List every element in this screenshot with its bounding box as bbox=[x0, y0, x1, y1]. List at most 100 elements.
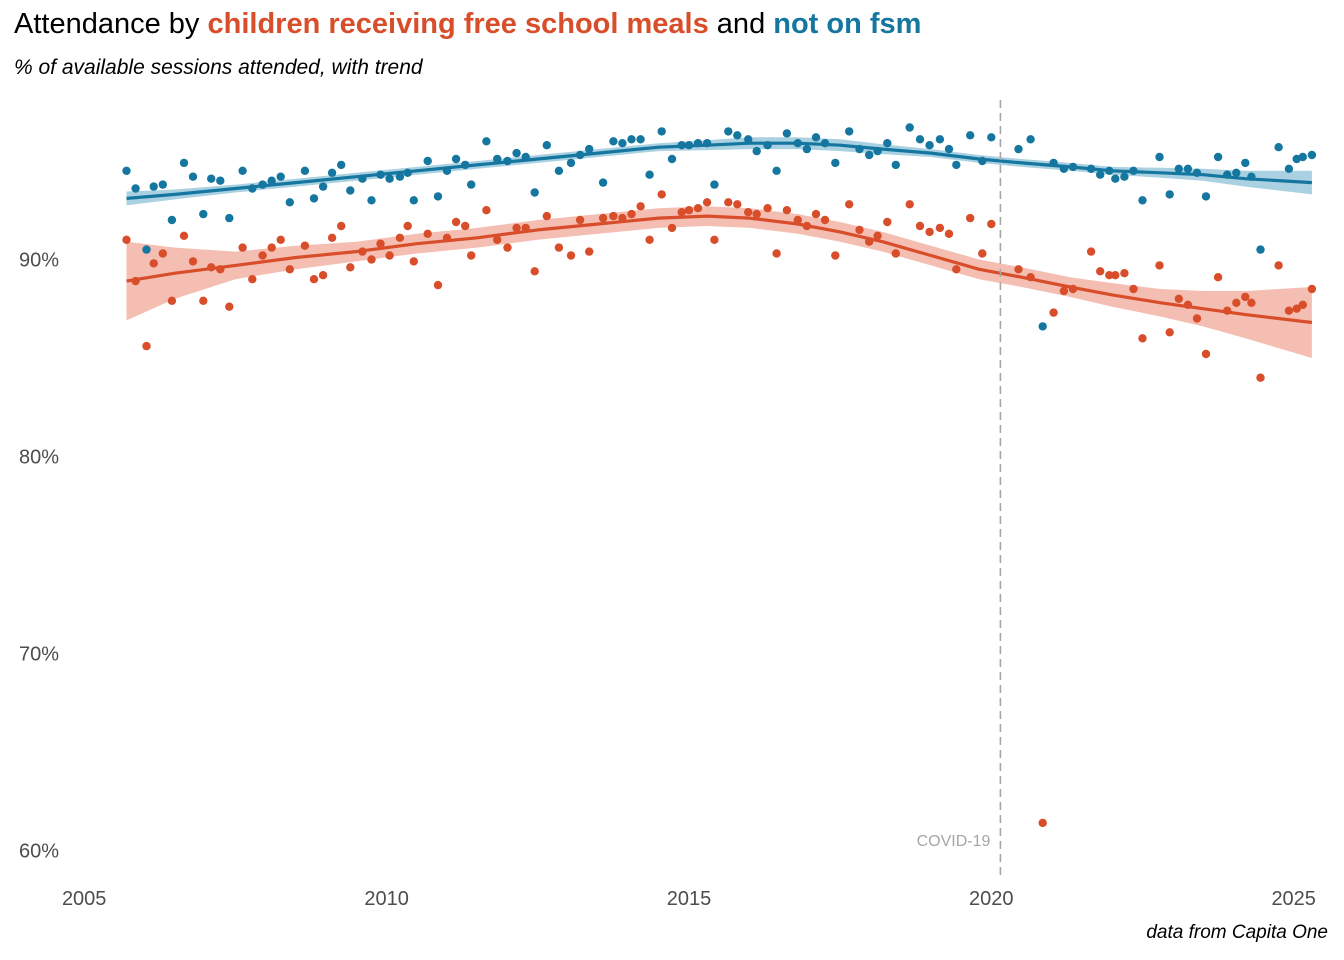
point-not_fsm-101 bbox=[1155, 152, 1164, 162]
point-not_fsm-7 bbox=[188, 172, 198, 181]
point-not_fsm-51 bbox=[627, 135, 636, 144]
point-not_fsm-63 bbox=[744, 135, 753, 144]
point-fsm-59 bbox=[702, 198, 712, 207]
point-not_fsm-62 bbox=[733, 131, 742, 140]
point-fsm-92 bbox=[1059, 286, 1069, 296]
point-not_fsm-0 bbox=[122, 166, 131, 175]
point-fsm-29 bbox=[403, 221, 412, 231]
point-fsm-115 bbox=[1292, 304, 1301, 313]
point-not_fsm-2 bbox=[142, 245, 151, 254]
point-fsm-60 bbox=[710, 235, 719, 244]
point-fsm-72 bbox=[831, 251, 840, 260]
point-not_fsm-22 bbox=[337, 160, 346, 170]
point-not_fsm-31 bbox=[423, 156, 432, 166]
point-not_fsm-78 bbox=[891, 160, 900, 170]
point-fsm-94 bbox=[1086, 247, 1096, 256]
point-not_fsm-60 bbox=[710, 180, 719, 189]
point-not_fsm-110 bbox=[1241, 158, 1250, 168]
point-fsm-114 bbox=[1284, 306, 1294, 315]
y-tick-label: 90% bbox=[19, 250, 59, 272]
chart-subtitle: % of available sessions attended, with t… bbox=[14, 56, 423, 79]
point-not_fsm-113 bbox=[1274, 143, 1283, 152]
point-fsm-106 bbox=[1201, 349, 1211, 359]
x-tick-label: 2015 bbox=[667, 888, 712, 910]
point-not_fsm-88 bbox=[1014, 144, 1023, 154]
trend-lines bbox=[126, 141, 1313, 325]
point-fsm-109 bbox=[1232, 298, 1241, 307]
point-not_fsm-9 bbox=[207, 174, 216, 183]
point-not_fsm-97 bbox=[1111, 174, 1120, 183]
point-not_fsm-17 bbox=[285, 198, 294, 207]
point-fsm-84 bbox=[952, 265, 961, 274]
point-fsm-3 bbox=[149, 259, 158, 268]
point-not_fsm-34 bbox=[451, 154, 461, 164]
point-fsm-66 bbox=[772, 249, 781, 258]
point-not_fsm-8 bbox=[199, 209, 208, 219]
point-fsm-23 bbox=[346, 263, 355, 272]
point-not_fsm-30 bbox=[409, 196, 418, 205]
point-not_fsm-4 bbox=[158, 180, 167, 189]
point-fsm-34 bbox=[451, 217, 461, 227]
point-fsm-98 bbox=[1120, 269, 1129, 278]
y-tick-label: 60% bbox=[19, 841, 59, 863]
title-group-fsm: children receiving free school meals bbox=[207, 8, 709, 40]
point-fsm-42 bbox=[530, 267, 539, 276]
point-fsm-101 bbox=[1155, 261, 1164, 270]
point-fsm-18 bbox=[300, 241, 310, 250]
x-tick-label: 2020 bbox=[969, 888, 1014, 910]
point-fsm-39 bbox=[503, 243, 512, 252]
point-fsm-31 bbox=[423, 229, 432, 238]
point-fsm-64 bbox=[752, 209, 761, 219]
point-fsm-13 bbox=[248, 275, 257, 284]
point-fsm-71 bbox=[820, 215, 830, 225]
point-fsm-113 bbox=[1274, 261, 1283, 270]
point-not_fsm-3 bbox=[149, 182, 158, 191]
point-not_fsm-55 bbox=[667, 154, 677, 164]
point-not_fsm-117 bbox=[1307, 150, 1317, 160]
point-fsm-56 bbox=[677, 208, 686, 217]
point-not_fsm-10 bbox=[216, 176, 225, 185]
point-not_fsm-64 bbox=[752, 146, 761, 156]
point-fsm-62 bbox=[733, 200, 742, 209]
point-not_fsm-95 bbox=[1096, 170, 1105, 179]
point-not_fsm-48 bbox=[598, 178, 608, 187]
point-not_fsm-75 bbox=[865, 150, 874, 160]
point-not_fsm-66 bbox=[772, 166, 781, 175]
point-not_fsm-54 bbox=[657, 127, 666, 136]
point-fsm-37 bbox=[482, 206, 491, 215]
point-fsm-17 bbox=[285, 265, 294, 274]
point-fsm-67 bbox=[782, 206, 792, 215]
point-fsm-73 bbox=[845, 200, 854, 209]
point-not_fsm-82 bbox=[935, 135, 945, 144]
point-fsm-30 bbox=[409, 257, 418, 266]
point-not_fsm-72 bbox=[831, 158, 840, 168]
point-fsm-12 bbox=[238, 243, 247, 252]
point-not_fsm-109 bbox=[1232, 168, 1241, 177]
point-fsm-6 bbox=[179, 231, 189, 240]
point-not_fsm-116 bbox=[1298, 152, 1308, 162]
point-fsm-43 bbox=[542, 211, 551, 221]
point-fsm-11 bbox=[225, 302, 234, 311]
x-tick-label: 2005 bbox=[62, 888, 107, 910]
point-not_fsm-90 bbox=[1038, 322, 1047, 331]
point-fsm-86 bbox=[978, 249, 987, 258]
point-fsm-35 bbox=[461, 221, 470, 231]
trend-line-fsm bbox=[126, 214, 1313, 325]
point-not_fsm-70 bbox=[811, 133, 821, 142]
covid-label: COVID-19 bbox=[917, 833, 991, 850]
title-group-not-fsm: not on fsm bbox=[773, 8, 922, 40]
point-fsm-49 bbox=[609, 211, 618, 221]
point-fsm-58 bbox=[693, 204, 703, 213]
point-fsm-27 bbox=[385, 251, 394, 260]
point-fsm-95 bbox=[1096, 267, 1105, 276]
point-fsm-40 bbox=[512, 223, 521, 233]
point-fsm-99 bbox=[1129, 284, 1138, 294]
point-fsm-107 bbox=[1213, 273, 1223, 282]
chart-title: Attendance by children receiving free sc… bbox=[14, 8, 921, 41]
point-fsm-57 bbox=[684, 206, 694, 215]
point-not_fsm-20 bbox=[318, 182, 328, 191]
point-fsm-53 bbox=[645, 235, 654, 244]
point-fsm-91 bbox=[1049, 308, 1058, 317]
point-not_fsm-43 bbox=[542, 141, 551, 150]
point-fsm-7 bbox=[188, 257, 198, 266]
